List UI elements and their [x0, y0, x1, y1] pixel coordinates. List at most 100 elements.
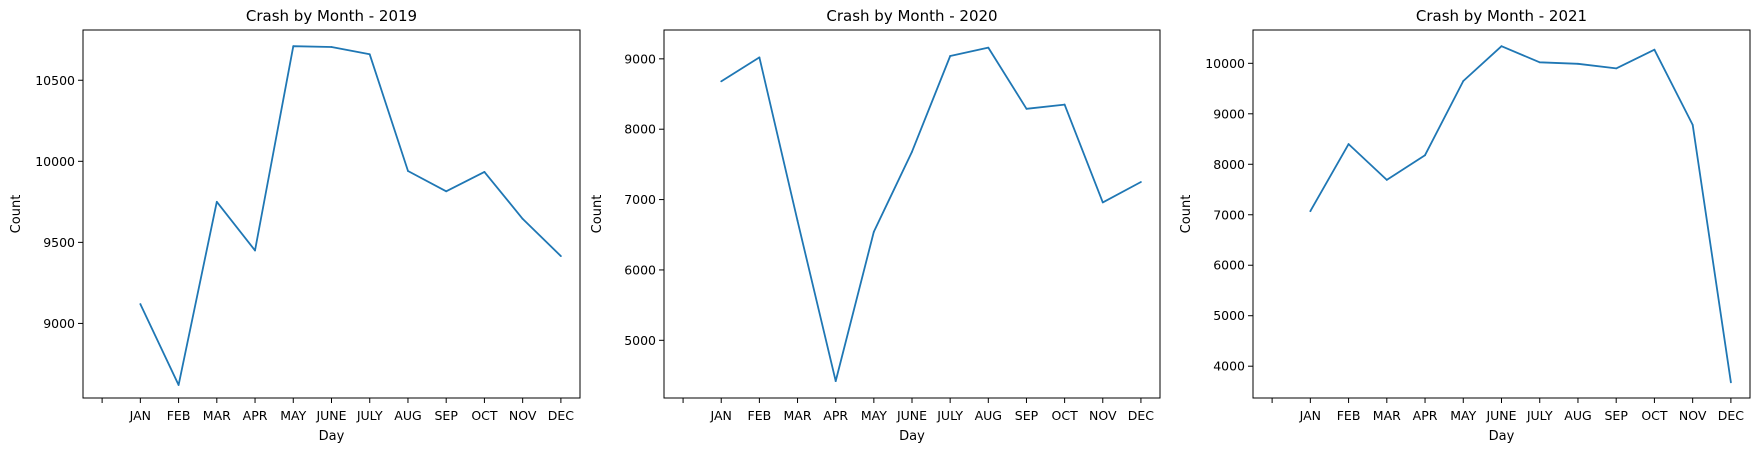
- x-tick-label: NOV: [509, 408, 537, 423]
- x-tick-label: SEP: [1605, 408, 1629, 423]
- x-tick-label: JUNE: [896, 408, 927, 423]
- data-point: [1385, 179, 1388, 181]
- chart-title: Crash by Month - 2020: [826, 7, 997, 25]
- y-tick-label: 8000: [624, 122, 656, 137]
- data-point: [911, 150, 913, 153]
- y-tick-label: 9000: [43, 316, 75, 331]
- data-point: [177, 384, 180, 386]
- y-axis-label: Count: [9, 195, 24, 234]
- y-tick-label: 9000: [1213, 106, 1245, 121]
- x-tick-label: DEC: [1128, 408, 1155, 423]
- x-tick-label: SEP: [1015, 408, 1039, 423]
- data-point: [1729, 381, 1732, 384]
- y-tick-label: 9500: [43, 235, 75, 250]
- data-point: [987, 46, 990, 49]
- chart-0: JAN FEB MAR APR MAY JUNE JULY AUG SEP OCT NOV DEC 90…: [9, 7, 581, 444]
- x-axis-label: Day: [1489, 429, 1515, 444]
- data-point: [1140, 181, 1142, 183]
- x-axis-label: Day: [319, 429, 345, 444]
- data-point: [254, 249, 256, 252]
- plot-frame: [663, 29, 1161, 399]
- data-point: [521, 217, 524, 220]
- data-point: [292, 45, 295, 48]
- x-tick-label: MAR: [784, 408, 812, 423]
- data-point: [1025, 107, 1028, 110]
- x-tick-label: APR: [1413, 408, 1438, 423]
- data-point: [215, 200, 218, 203]
- y-tick-label: 6000: [624, 262, 656, 277]
- data-point: [1063, 103, 1066, 106]
- chart-title: Crash by Month - 2019: [246, 7, 417, 25]
- x-tick-label: MAY: [1450, 408, 1476, 423]
- x-tick-label: NOV: [1679, 408, 1707, 423]
- data-point: [559, 255, 562, 258]
- x-tick-label: MAR: [203, 408, 231, 423]
- data-point: [368, 53, 371, 56]
- y-tick-label: 4000: [1213, 359, 1245, 374]
- y-tick-label: 5000: [1213, 308, 1245, 323]
- y-tick-label: 7000: [624, 192, 656, 207]
- x-tick-label: SEP: [435, 408, 459, 423]
- data-point: [445, 190, 448, 193]
- x-tick-label: MAY: [861, 408, 887, 423]
- x-tick-label: MAR: [1373, 408, 1401, 423]
- x-tick-label: OCT: [1641, 408, 1668, 423]
- x-tick-label: JUNE: [315, 408, 346, 423]
- data-point: [483, 170, 486, 173]
- y-tick-label: 10500: [35, 73, 75, 88]
- x-tick-label: FEB: [167, 408, 191, 423]
- chart-title: Crash by Month - 2021: [1416, 7, 1587, 25]
- x-tick-label: OCT: [1052, 408, 1079, 423]
- data-point: [1101, 201, 1104, 204]
- x-tick-label: JULY: [1526, 408, 1553, 423]
- y-tick-label: 5000: [624, 333, 656, 348]
- data-point: [1500, 45, 1503, 48]
- x-tick-label: NOV: [1089, 408, 1117, 423]
- series-line: [720, 46, 1142, 383]
- data-point: [330, 46, 333, 48]
- y-tick-label: 10000: [1205, 56, 1245, 71]
- x-tick-label: APR: [823, 408, 848, 423]
- data-point: [1653, 48, 1656, 51]
- data-point: [796, 219, 799, 222]
- x-tick-label: JULY: [936, 408, 963, 423]
- data-point: [1615, 67, 1618, 70]
- series-line: [139, 45, 562, 386]
- y-tick-label: 7000: [1213, 207, 1245, 222]
- y-tick-label: 9000: [624, 51, 656, 66]
- y-tick-label: 8000: [1213, 157, 1245, 172]
- x-tick-label: JAN: [129, 408, 151, 423]
- chart-1: JAN FEB MAR APR MAY JUNE JULY AUG SEP OCT NOV DEC 50…: [590, 7, 1161, 444]
- data-point: [1309, 210, 1312, 213]
- y-axis-label: Count: [1179, 195, 1194, 234]
- x-tick-label: APR: [243, 408, 268, 423]
- x-tick-label: JUNE: [1485, 408, 1516, 423]
- x-tick-label: JAN: [1299, 408, 1321, 423]
- data-point: [758, 56, 761, 59]
- x-tick-label: OCT: [471, 408, 498, 423]
- plot-frame: [1252, 29, 1751, 399]
- data-point: [949, 55, 952, 57]
- data-point: [407, 170, 409, 172]
- chart-2: JAN FEB MAR APR MAY JUNE JULY AUG SEP OCT NOV DEC 40…: [1179, 7, 1751, 444]
- x-tick-label: DEC: [548, 408, 575, 423]
- data-point: [1462, 80, 1465, 82]
- x-tick-label: MAY: [280, 408, 306, 423]
- x-tick-label: FEB: [1337, 408, 1361, 423]
- x-axis-label: Day: [899, 429, 925, 444]
- x-tick-label: JAN: [710, 408, 732, 423]
- plot-frame: [82, 29, 581, 399]
- data-point: [1347, 143, 1350, 145]
- x-tick-label: DEC: [1718, 408, 1745, 423]
- x-tick-label: AUG: [394, 408, 421, 423]
- data-point: [139, 303, 142, 305]
- data-point: [1538, 61, 1541, 64]
- data-point: [834, 380, 837, 383]
- x-tick-label: AUG: [975, 408, 1002, 423]
- data-point: [872, 231, 875, 233]
- data-point: [720, 80, 723, 83]
- x-tick-label: JULY: [356, 408, 383, 423]
- x-tick-label: AUG: [1564, 408, 1591, 423]
- data-point: [1691, 124, 1694, 126]
